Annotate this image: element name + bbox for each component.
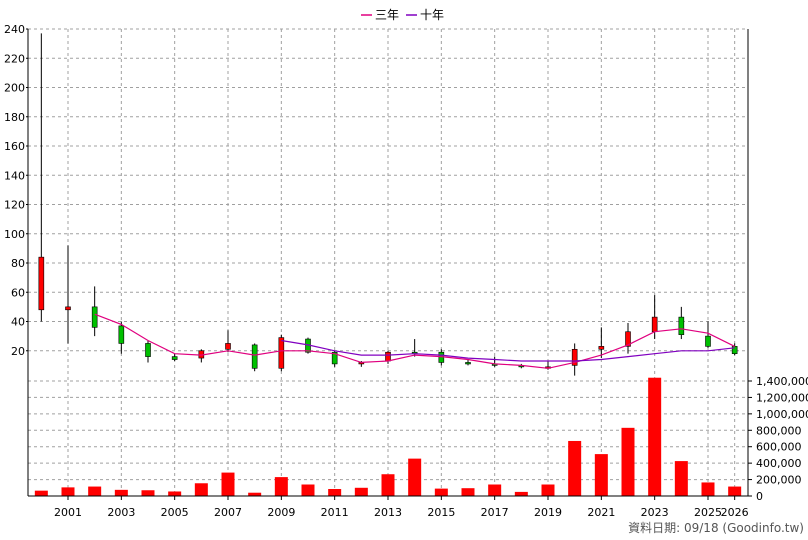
candle-body-2021 bbox=[598, 346, 605, 350]
volume-tick-label: 200,000 bbox=[756, 474, 802, 487]
volume-bar-2024 bbox=[674, 461, 688, 496]
year-tick-label: 2019 bbox=[534, 506, 562, 519]
price-tick-label: 140 bbox=[4, 169, 25, 182]
volume-bar-2022 bbox=[621, 427, 635, 496]
price-tick-label: 60 bbox=[11, 286, 25, 299]
price-tick-label: 180 bbox=[4, 111, 25, 124]
volume-bar-2018 bbox=[514, 491, 528, 496]
year-tick-label: 2001 bbox=[54, 506, 82, 519]
candle-body-2025 bbox=[705, 335, 711, 347]
price-tick-label: 120 bbox=[4, 199, 25, 212]
candle-body-2022 bbox=[625, 331, 631, 347]
volume-bar-2004 bbox=[141, 490, 155, 496]
candle-body-2005 bbox=[171, 356, 178, 360]
volume-bar-2020 bbox=[568, 440, 582, 496]
volume-bar-2021 bbox=[594, 454, 608, 496]
volume-bar-2015 bbox=[434, 488, 448, 496]
volume-bar-2017 bbox=[488, 484, 502, 496]
volume-bar-2013 bbox=[381, 474, 395, 496]
volume-bar-2026 bbox=[728, 486, 742, 496]
year-tick-label: 2015 bbox=[427, 506, 455, 519]
volume-tick-label: 1,400,000 bbox=[756, 375, 808, 388]
volume-tick-label: 400,000 bbox=[756, 457, 802, 470]
volume-bar-2019 bbox=[541, 484, 555, 496]
volume-bar-2007 bbox=[221, 472, 235, 496]
grid bbox=[27, 28, 749, 497]
candle-body-2023 bbox=[651, 316, 658, 333]
year-tick-label: 2021 bbox=[587, 506, 615, 519]
price-tick-label: 240 bbox=[4, 23, 25, 36]
legend-label-10yr: 十年 bbox=[420, 8, 444, 22]
year-tick-label: 2025 bbox=[694, 506, 722, 519]
volume-bar-2001 bbox=[61, 487, 75, 496]
volume-bar-2005 bbox=[168, 491, 182, 496]
price-tick-label: 200 bbox=[4, 82, 25, 95]
volume-bars bbox=[34, 377, 742, 496]
volume-bar-2025 bbox=[701, 482, 715, 496]
volume-tick-label: 600,000 bbox=[756, 441, 802, 454]
candlesticks bbox=[38, 33, 738, 376]
volume-bar-2003 bbox=[114, 489, 128, 496]
ma-line-10yr bbox=[281, 339, 735, 362]
volume-bar-2010 bbox=[301, 484, 315, 496]
data-date-credit: 資料日期: 09/18 (Goodinfo.tw) bbox=[628, 521, 804, 535]
year-tick-label: 2023 bbox=[641, 506, 669, 519]
candle-body-2011 bbox=[331, 351, 338, 365]
year-tick-label: 2005 bbox=[161, 506, 189, 519]
year-tick-label: 2009 bbox=[267, 506, 295, 519]
candle-body-2020 bbox=[571, 348, 578, 366]
candle-body-2024 bbox=[678, 316, 685, 335]
volume-bar-2009 bbox=[274, 477, 288, 496]
year-tick-label: 2026 bbox=[721, 506, 749, 519]
year-tick-label: 2003 bbox=[107, 506, 135, 519]
candle-body-2000 bbox=[38, 256, 45, 311]
volume-tick-label: 800,000 bbox=[756, 424, 802, 437]
volume-bar-2016 bbox=[461, 488, 475, 496]
year-tick-label: 2007 bbox=[214, 506, 242, 519]
candle-body-2007 bbox=[225, 343, 231, 350]
legend-label-3yr: 三年 bbox=[375, 8, 399, 22]
volume-bar-2008 bbox=[248, 492, 262, 496]
volume-bar-2012 bbox=[354, 487, 368, 496]
price-tick-label: 40 bbox=[11, 316, 25, 329]
volume-bar-2014 bbox=[408, 458, 422, 496]
axes: 20 40 60 80 100 120 140 160 180 200 220 240 0 200,000… bbox=[4, 23, 808, 519]
candle-body-2004 bbox=[145, 343, 151, 357]
year-tick-label: 2011 bbox=[321, 506, 349, 519]
candle-body-2016 bbox=[465, 362, 471, 365]
volume-tick-label: 1,000,000 bbox=[756, 408, 808, 421]
candle-body-2008 bbox=[251, 344, 258, 369]
price-tick-label: 160 bbox=[4, 140, 25, 153]
price-tick-label: 20 bbox=[11, 345, 25, 358]
volume-bar-2011 bbox=[328, 489, 342, 496]
price-tick-label: 80 bbox=[11, 257, 25, 270]
year-tick-label: 2013 bbox=[374, 506, 402, 519]
volume-bar-2023 bbox=[648, 377, 662, 496]
ma-line-3yr bbox=[94, 313, 735, 369]
volume-bar-2000 bbox=[34, 490, 48, 496]
year-tick-label: 2017 bbox=[481, 506, 509, 519]
candle-body-2002 bbox=[91, 306, 98, 328]
volume-tick-label: 0 bbox=[756, 490, 763, 503]
legend: 三年 十年 bbox=[361, 8, 444, 22]
candle-body-2009 bbox=[278, 337, 285, 369]
candle-body-2001 bbox=[65, 306, 71, 311]
volume-bar-2006 bbox=[194, 483, 208, 496]
candle-body-2003 bbox=[118, 325, 125, 344]
volume-bar-2002 bbox=[88, 486, 102, 496]
candle-body-2013 bbox=[385, 351, 391, 362]
price-tick-label: 220 bbox=[4, 52, 25, 65]
price-tick-label: 100 bbox=[4, 228, 25, 241]
moving-average-lines bbox=[94, 313, 735, 369]
volume-tick-label: 1,200,000 bbox=[756, 391, 808, 404]
